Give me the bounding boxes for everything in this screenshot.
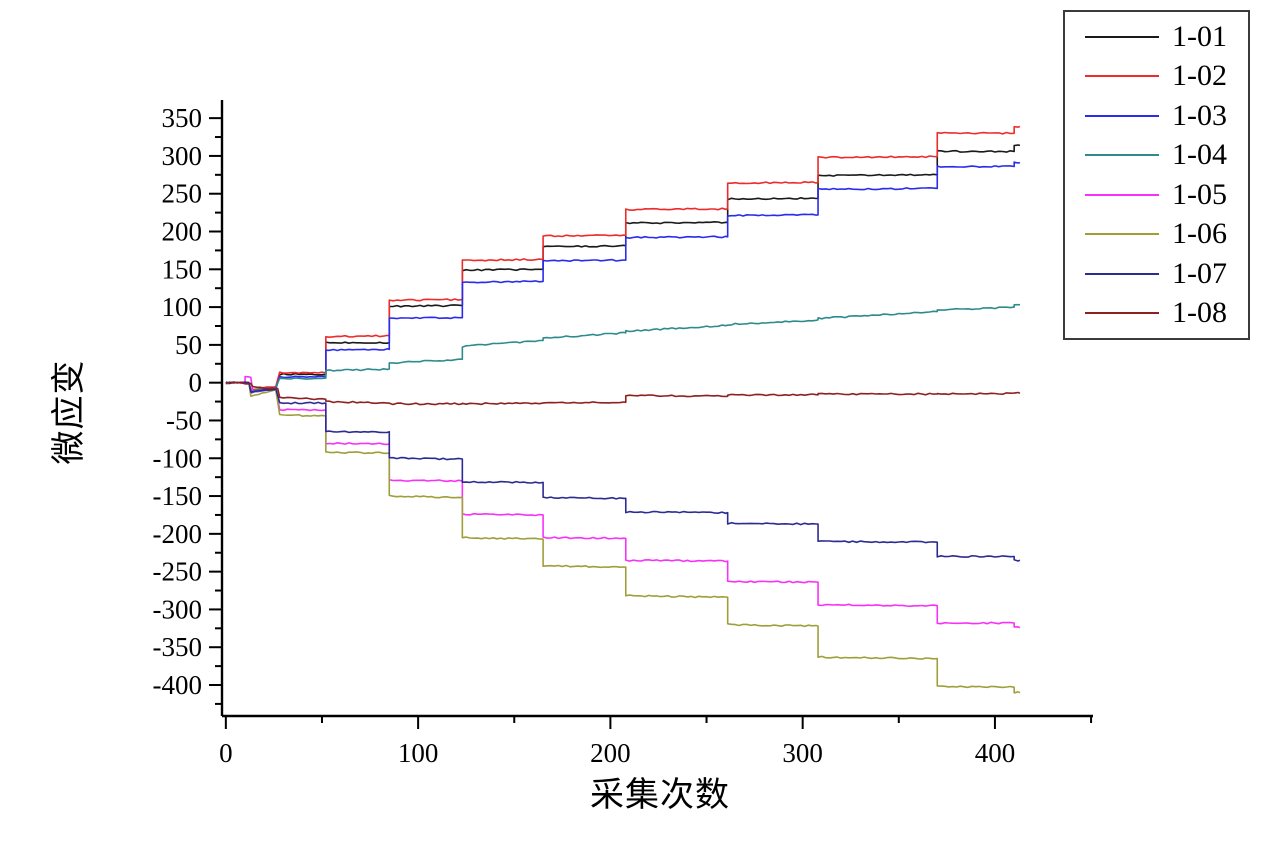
legend-label: 1-03 [1172, 98, 1227, 132]
y-tick-label: -100 [153, 443, 203, 473]
y-tick-label: -250 [153, 557, 203, 587]
x-tick-label: 200 [590, 738, 631, 768]
x-tick-label: 100 [398, 738, 439, 768]
series-line-1-05 [225, 375, 1021, 629]
legend-label: 1-06 [1172, 217, 1227, 251]
series-line-1-04 [225, 303, 1020, 392]
legend-item: 1-08 [1065, 294, 1248, 334]
legend-line-swatch [1085, 312, 1159, 315]
tick-labels: 350 300 250 200 150 100 50 0 -50 -100 -150 -200 -250… [153, 103, 1016, 768]
y-tick-label: 200 [162, 217, 203, 247]
series-group [225, 125, 1021, 694]
x-tick-label: 0 [219, 738, 233, 768]
legend-label: 1-02 [1172, 59, 1227, 93]
legend-line-swatch [1085, 193, 1159, 196]
y-tick-label: -350 [153, 632, 203, 662]
y-tick-label: 50 [175, 330, 202, 360]
x-tick-label: 300 [782, 738, 823, 768]
legend-item: 1-06 [1065, 215, 1248, 255]
legend: 1-01 1-02 1-03 1-04 1-05 1-06 1-07 1-08 [1063, 10, 1250, 340]
legend-label: 1-05 [1172, 177, 1227, 211]
legend-label: 1-08 [1172, 296, 1227, 330]
y-tick-label: 100 [162, 292, 203, 322]
x-axis-title: 采集次数 [590, 777, 730, 814]
ticks [209, 117, 1093, 729]
y-tick-label: 150 [162, 254, 203, 284]
series-line-1-08 [225, 381, 1021, 406]
legend-line-swatch [1085, 272, 1159, 275]
y-tick-label: -50 [166, 405, 202, 435]
legend-item: 1-02 [1065, 57, 1248, 97]
series-line-1-06 [225, 381, 1021, 694]
series-line-1-01 [225, 144, 1021, 392]
y-tick-label: -200 [153, 519, 203, 549]
y-tick-label: -400 [153, 670, 203, 700]
legend-item: 1-05 [1065, 175, 1248, 215]
y-tick-label: 0 [189, 368, 203, 398]
axes [220, 100, 1093, 718]
y-tick-label: 250 [162, 179, 203, 209]
legend-label: 1-07 [1172, 256, 1227, 290]
legend-line-swatch [1085, 35, 1159, 38]
legend-item: 1-01 [1065, 17, 1248, 57]
series-line-1-02 [225, 125, 1021, 391]
legend-label: 1-04 [1172, 138, 1227, 172]
y-tick-label: -300 [153, 594, 203, 624]
y-axis-title: 微应变 [51, 359, 88, 465]
legend-label: 1-01 [1172, 19, 1227, 53]
y-tick-label: 350 [162, 103, 203, 133]
series-line-1-07 [225, 381, 1021, 562]
legend-line-swatch [1085, 75, 1159, 78]
legend-line-swatch [1085, 233, 1159, 236]
x-tick-label: 400 [975, 738, 1016, 768]
legend-item: 1-07 [1065, 254, 1248, 294]
legend-line-swatch [1085, 154, 1159, 157]
legend-item: 1-03 [1065, 96, 1248, 136]
series-line-1-03 [225, 161, 1021, 394]
y-tick-label: 300 [162, 141, 203, 171]
y-tick-label: -150 [153, 481, 203, 511]
legend-line-swatch [1085, 114, 1159, 117]
legend-item: 1-04 [1065, 136, 1248, 176]
